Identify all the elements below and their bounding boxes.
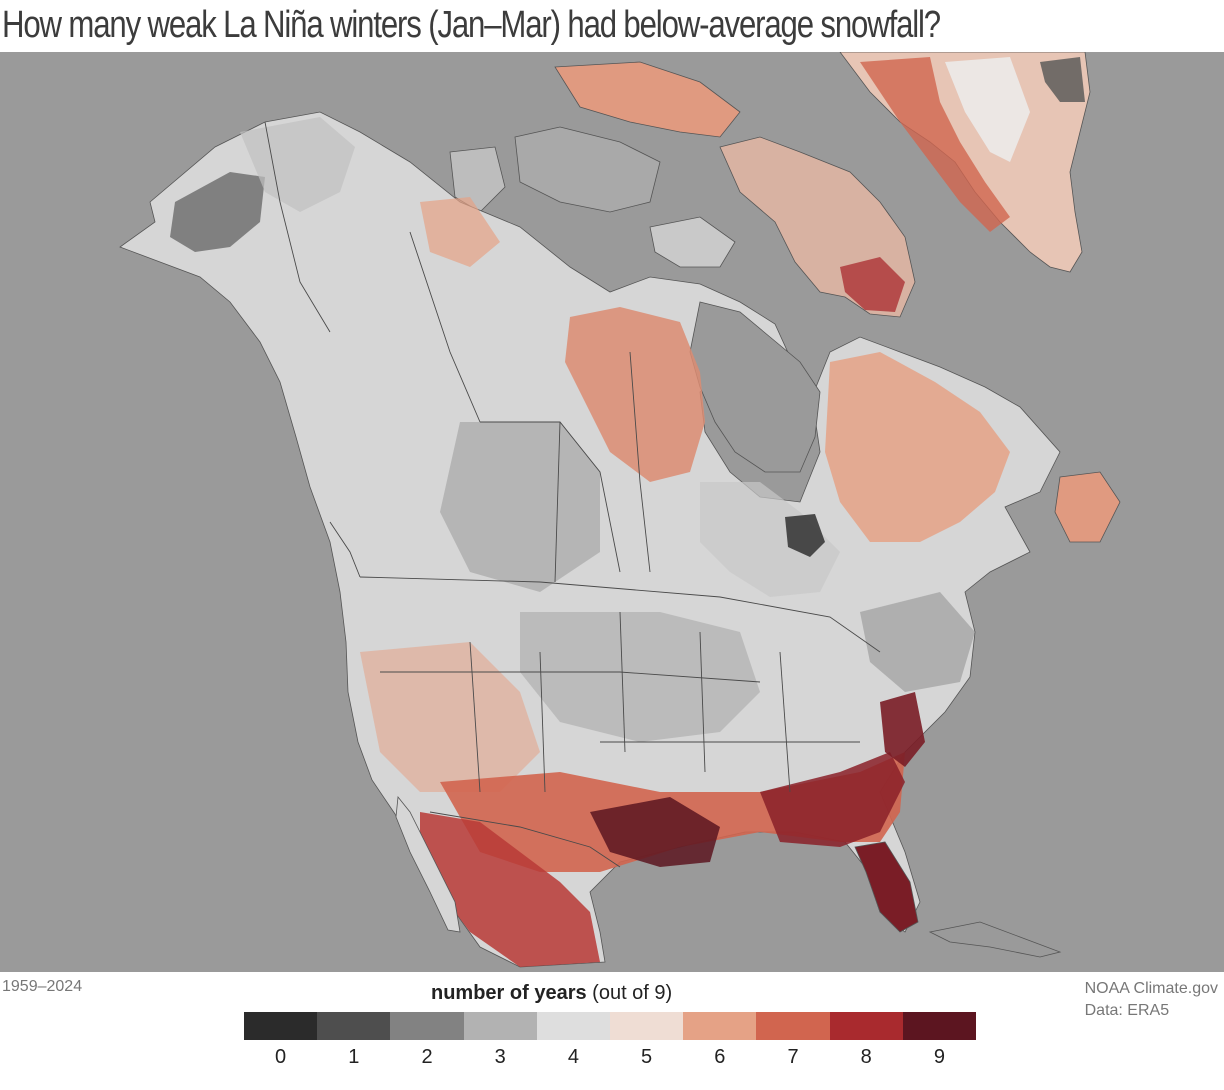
ellesmere-island (554, 61, 741, 138)
alaska-dark-zone (170, 172, 265, 252)
greenland-red-zone (860, 57, 1010, 232)
legend-label-1: 1 (348, 1046, 360, 1068)
legend-swatch-4 (536, 1012, 611, 1040)
map-canvas (0, 52, 1224, 972)
texas-darkred (590, 797, 720, 867)
banks-island (449, 146, 506, 213)
legend-label-3: 3 (494, 1046, 506, 1068)
southeast-darkred (760, 752, 905, 847)
credit-data: Data: ERA5 (1084, 1002, 1170, 1019)
legend-title-rest: (out of 9) (586, 982, 673, 1004)
mexico-red (420, 812, 600, 967)
us-west-orange (360, 642, 540, 792)
canada-north-orange (420, 197, 500, 267)
political-borders (264, 121, 881, 868)
credits: NOAA Climate.gov Data: ERA5 (1085, 978, 1218, 1022)
prairies-gray (440, 422, 600, 592)
mid-atlantic-darkred (880, 692, 925, 767)
legend-swatch-8 (829, 1012, 903, 1040)
southampton-island (649, 216, 736, 268)
snowfall-map (0, 52, 1224, 972)
legend-label-9: 9 (933, 1046, 945, 1068)
legend-label-5: 5 (641, 1046, 653, 1068)
legend-swatch-2 (390, 1012, 464, 1040)
period-label: 1959–2024 (2, 978, 83, 995)
credit-source: NOAA Climate.gov (1084, 980, 1218, 997)
legend-color-bar (244, 1012, 977, 1040)
newfoundland (1054, 471, 1121, 543)
legend-swatch-3 (463, 1012, 537, 1040)
legend-label-2: 2 (421, 1046, 433, 1068)
legend-swatch-5 (610, 1012, 684, 1040)
legend-label-7: 7 (787, 1046, 799, 1068)
legend-label-4: 4 (567, 1046, 579, 1068)
cuba (928, 921, 1062, 958)
legend-title: number of years (out of 9) (431, 982, 672, 1005)
greenland-dark-zone (1040, 57, 1085, 102)
legend-labels: 0 1 2 3 4 5 6 7 8 9 (244, 1046, 976, 1072)
northeast-gray (860, 592, 975, 692)
legend-label-6: 6 (714, 1046, 726, 1068)
florida-peninsula (854, 841, 919, 933)
legend-label-8: 8 (860, 1046, 872, 1068)
legend-swatch-1 (317, 1012, 391, 1040)
quebec-orange (825, 352, 1010, 542)
baja-california (395, 795, 461, 933)
legend-title-bold: number of years (431, 982, 587, 1004)
legend-swatch-9 (902, 1012, 977, 1040)
legend-swatch-6 (683, 1012, 757, 1040)
map-title: How many weak La Niña winters (Jan–Mar) … (2, 4, 941, 46)
baffin-red (840, 257, 905, 312)
victoria-island (514, 126, 661, 213)
legend-swatch-7 (756, 1012, 830, 1040)
ontario-light (700, 482, 840, 597)
legend-label-0: 0 (275, 1046, 287, 1068)
central-canada-orange (565, 307, 705, 482)
legend-swatch-0 (244, 1012, 318, 1040)
greenland-white-zone (945, 57, 1030, 162)
james-bay-dark (785, 514, 825, 557)
